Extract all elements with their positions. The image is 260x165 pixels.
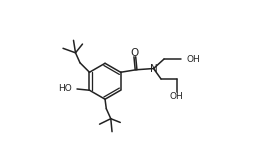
Text: O: O (131, 48, 139, 58)
Text: OH: OH (170, 92, 183, 101)
Text: OH: OH (186, 55, 200, 64)
Text: N: N (150, 64, 157, 74)
Text: HO: HO (58, 84, 72, 94)
